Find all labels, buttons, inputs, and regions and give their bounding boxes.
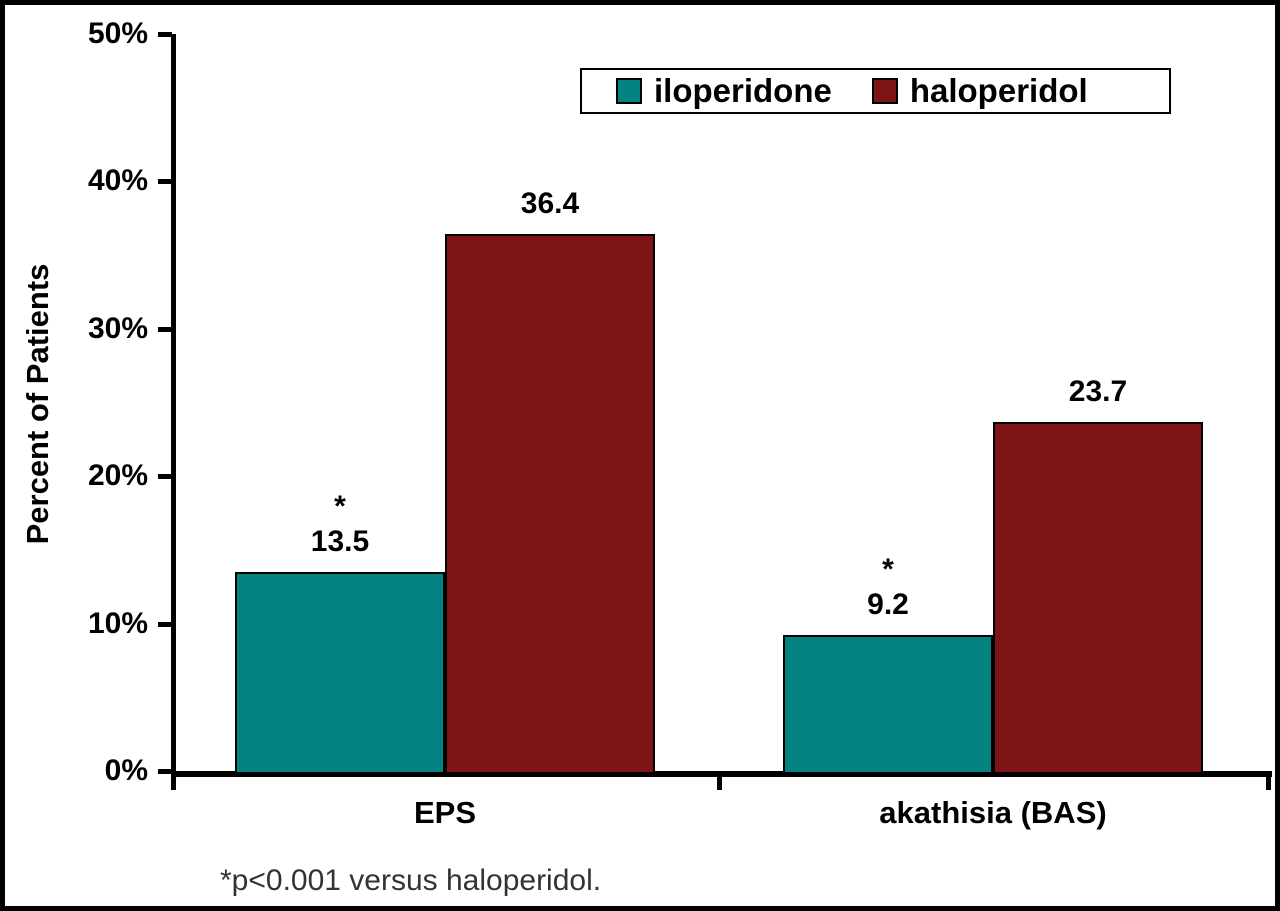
significance-asterisk: * [882, 553, 894, 586]
significance-asterisk: * [334, 490, 346, 523]
legend-label: haloperidol [909, 72, 1088, 109]
footnote: *p<0.001 versus haloperidol. [220, 864, 602, 897]
y-axis-tick-label: 0% [104, 754, 148, 787]
y-axis-tick-label: 10% [87, 607, 148, 640]
x-axis-tick [717, 771, 722, 790]
category-label-0: EPS [413, 795, 477, 830]
bar-haloperidol-akathisia-bas- [993, 422, 1203, 774]
x-axis-tick [1266, 771, 1271, 790]
y-axis-tick [158, 327, 172, 332]
bar-value-label: 36.4 [520, 187, 580, 220]
y-axis-tick-label: 40% [87, 164, 148, 197]
legend-swatch-iloperidone [616, 78, 642, 104]
y-axis-tick-label: 30% [87, 312, 148, 345]
y-axis-tick-label: 20% [87, 459, 148, 492]
bar-label-group: 23.7 [1018, 374, 1178, 410]
y-axis-tick [158, 32, 172, 37]
bar-iloperidone-eps [235, 572, 445, 774]
bar-label-group: 36.4 [470, 186, 630, 222]
y-axis-title: Percent of Patients [20, 263, 55, 545]
bar-label-group: * 13.5 [260, 484, 420, 560]
y-axis-tick [158, 622, 172, 627]
y-axis-tick [158, 769, 172, 774]
category-label-1: akathisia (BAS) [879, 795, 1107, 830]
legend-item-iloperidone: iloperidone [616, 72, 832, 110]
bar-value-label: 23.7 [1068, 375, 1128, 408]
legend-swatch-haloperidol [871, 78, 898, 104]
y-axis-tick-label: 50% [87, 17, 148, 50]
legend-label: iloperidone [654, 72, 832, 109]
y-axis-tick [158, 474, 172, 479]
bar-label-group: * 9.2 [808, 547, 968, 623]
bar-iloperidone-akathisia-bas- [783, 635, 993, 774]
bar-value-label: 9.2 [867, 588, 909, 621]
y-axis-tick [158, 179, 172, 184]
legend-item-haloperidol: haloperidol [871, 72, 1088, 110]
bar-haloperidol-eps [445, 234, 655, 774]
legend: iloperidone haloperidol [580, 68, 1171, 114]
y-axis-line [171, 34, 176, 790]
bar-value-label: 13.5 [310, 525, 370, 558]
